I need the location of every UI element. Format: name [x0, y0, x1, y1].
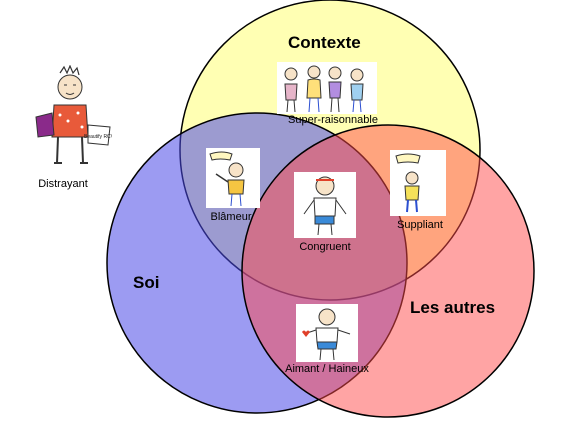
pleading-person-drawing-icon: [390, 150, 446, 216]
set-label-soi: Soi: [133, 273, 160, 292]
person-with-hearts-drawing-icon: [296, 304, 358, 362]
standing-person-drawing-icon: [294, 172, 356, 238]
role-label-suppliant: Suppliant: [397, 219, 443, 231]
group-of-people-drawing-icon: [277, 62, 377, 114]
role-label-aimant-haineux: Aimant / Haineux: [285, 363, 369, 375]
set-label-contexte: Contexte: [288, 33, 361, 52]
role-label-super-raisonnable: Super-raisonnable: [288, 114, 378, 126]
distrayant-sign-text: Beautify RCV: [84, 134, 112, 140]
blaming-person-drawing-icon: [206, 148, 260, 208]
role-label-distrayant: Distrayant: [38, 178, 88, 190]
role-label-congruent: Congruent: [299, 241, 351, 253]
distracted-person-drawing-icon: Beautify RCV: [30, 65, 112, 170]
set-label-autres: Les autres: [410, 298, 496, 317]
role-label-blameur: Blâmeur: [210, 211, 252, 223]
